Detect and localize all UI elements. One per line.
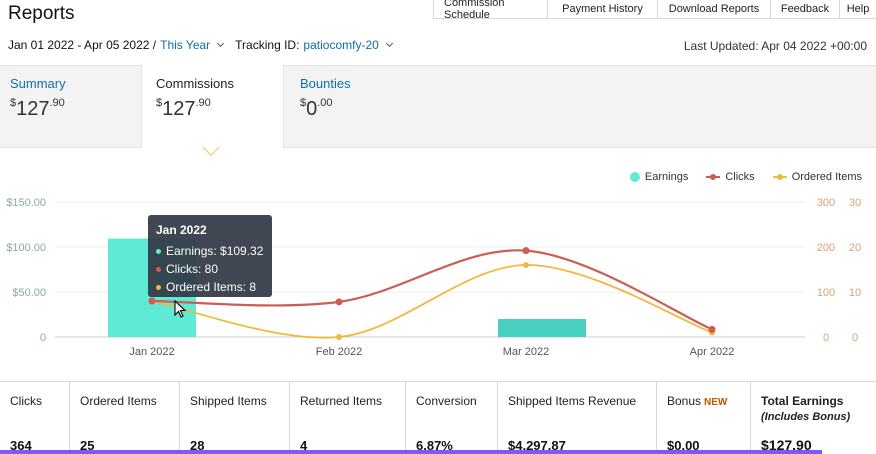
clicks-point [708,325,716,333]
earnings-dot-icon [156,248,161,254]
stat-label: Shipped Items [190,394,267,408]
stat-value: $4,297.87 [508,438,566,453]
y-left-tick: 0 [40,332,46,344]
stat-shipped-revenue: Shipped Items Revenue $4,297.87 [498,382,657,454]
tooltip-title: Jan 2022 [156,223,207,237]
chevron-down-icon[interactable] [385,39,393,48]
clicks-line [151,249,713,331]
y-right-inner-tick: 10 [849,287,861,299]
clicks-dot-icon [156,266,161,272]
tab-commissions-label: Commissions [156,76,235,91]
period-dropdown[interactable]: This Year [160,38,211,52]
legend-earnings-label: Earnings [644,171,689,183]
tab-commissions-amount: $127.90 [156,97,211,120]
stat-value: 4 [300,438,308,453]
ordered-line-icon [772,174,787,180]
y-left-tick: $50.00 [12,287,46,299]
report-tabs: Summary $127.90 Commissions $127.90 Boun… [0,65,876,149]
y-right-outer-tick: 0 [823,332,829,344]
filter-row: Jan 01 2022 - Apr 05 2022 / This Year Tr… [8,38,404,52]
stats-bar: Clicks 364 Ordered Items 25 Shipped Item… [0,381,876,454]
legend-clicks[interactable]: Clicks [706,171,755,183]
tab-commissions[interactable]: Commissions $127.90 [141,65,284,149]
tab-bounties[interactable]: Bounties $0.00 [300,66,351,148]
last-updated-text: Last Updated: Apr 04 2022 +00:00 [683,39,867,53]
y-right-inner-tick: 30 [849,197,861,209]
ordered-items-line [151,264,713,339]
stat-label: Bonus NEW [667,394,728,408]
legend-ordered-label: Ordered Items [791,171,862,183]
stat-label: Clicks [10,394,42,408]
chart-tooltip: Jan 2022 Earnings: $109.32 Clicks: 80 Or… [148,215,272,297]
stat-label: Total Earnings [761,394,844,408]
date-range-text: Jan 01 2022 - Apr 05 2022 / [8,38,157,52]
stat-shipped-items: Shipped Items 28 [180,382,290,454]
page-title: Reports [8,3,75,24]
earnings-bar [498,319,586,337]
top-nav: Commission Schedule Payment History Down… [433,0,876,21]
new-badge: NEW [704,397,728,408]
earnings-dot-icon [629,172,640,182]
stat-label: Conversion [416,394,477,408]
clicks-point [335,298,343,306]
chevron-down-icon[interactable] [217,39,225,48]
tooltip-ordered: Ordered Items: 8 [166,280,257,294]
tab-bounties-label: Bounties [300,76,351,91]
stat-value: 28 [190,438,205,453]
clicks-point [148,297,156,305]
earnings-chart: 0 $50.00 $100.00 $150.00 0 100 200 300 0 10 20 30 Ja… [6,197,861,358]
stat-label: Shipped Items Revenue [508,394,637,408]
tooltip-earnings: Earnings: $109.32 [166,244,264,258]
legend-clicks-label: Clicks [725,171,755,183]
chart-legend: Earnings Clicks Ordered Items [629,171,862,183]
tab-summary[interactable]: Summary $127.90 [10,66,66,148]
stat-clicks: Clicks 364 [0,382,70,454]
stat-value: $127.90 [761,437,812,453]
download-reports-button[interactable]: Download Reports [657,0,770,19]
ordered-items-point [336,334,342,340]
stat-conversion: Conversion 6.87% [406,382,498,454]
ordered-items-point [523,262,529,268]
y-right-outer-tick: 200 [817,242,835,254]
mouse-cursor-icon [174,300,187,318]
stat-total-earnings: Total Earnings (Includes Bonus) $127.90 [751,382,876,454]
x-axis-label: Feb 2022 [316,346,362,358]
active-tab-caret [201,147,221,159]
y-left-tick: $150.00 [6,197,46,209]
stat-ordered-items: Ordered Items 25 [70,382,180,454]
tooltip-clicks: Clicks: 80 [166,262,219,276]
stat-value: 25 [80,438,95,453]
x-axis-label: Mar 2022 [503,346,549,358]
scroll-indicator-bar [0,450,822,454]
ordered-dot-icon [156,284,161,290]
clicks-line-icon [706,174,721,180]
legend-ordered-items[interactable]: Ordered Items [772,171,862,183]
y-right-outer-tick: 300 [817,197,835,209]
y-left-tick: $100.00 [6,242,46,254]
tab-summary-label: Summary [10,76,66,91]
stat-bonus: Bonus NEW $0.00 [657,382,751,454]
feedback-button[interactable]: Feedback [770,0,839,19]
stat-sub: (Includes Bonus) [761,411,851,423]
legend-earnings[interactable]: Earnings [629,171,689,183]
tracking-id-dropdown[interactable]: patiocomfy-20 [303,38,379,52]
tab-bounties-amount: $0.00 [300,97,333,120]
stat-value: 6.87% [416,438,453,453]
stat-label: Returned Items [300,394,383,408]
x-axis-label: Apr 2022 [690,346,735,358]
commission-schedule-button[interactable]: Commission Schedule [433,0,547,21]
x-axis-label: Jan 2022 [129,346,174,358]
y-right-outer-tick: 100 [817,287,835,299]
clicks-point [522,247,530,255]
y-right-inner-tick: 0 [852,332,858,344]
tab-summary-amount: $127.90 [10,97,65,120]
stat-returned-items: Returned Items 4 [290,382,406,454]
y-right-inner-tick: 20 [849,242,861,254]
tracking-label: Tracking ID: [235,38,300,52]
stat-value: $0.00 [667,438,700,453]
help-button[interactable]: Help [839,0,876,19]
payment-history-button[interactable]: Payment History [547,0,657,19]
stat-label: Ordered Items [80,394,157,408]
stat-value: 364 [10,438,32,453]
